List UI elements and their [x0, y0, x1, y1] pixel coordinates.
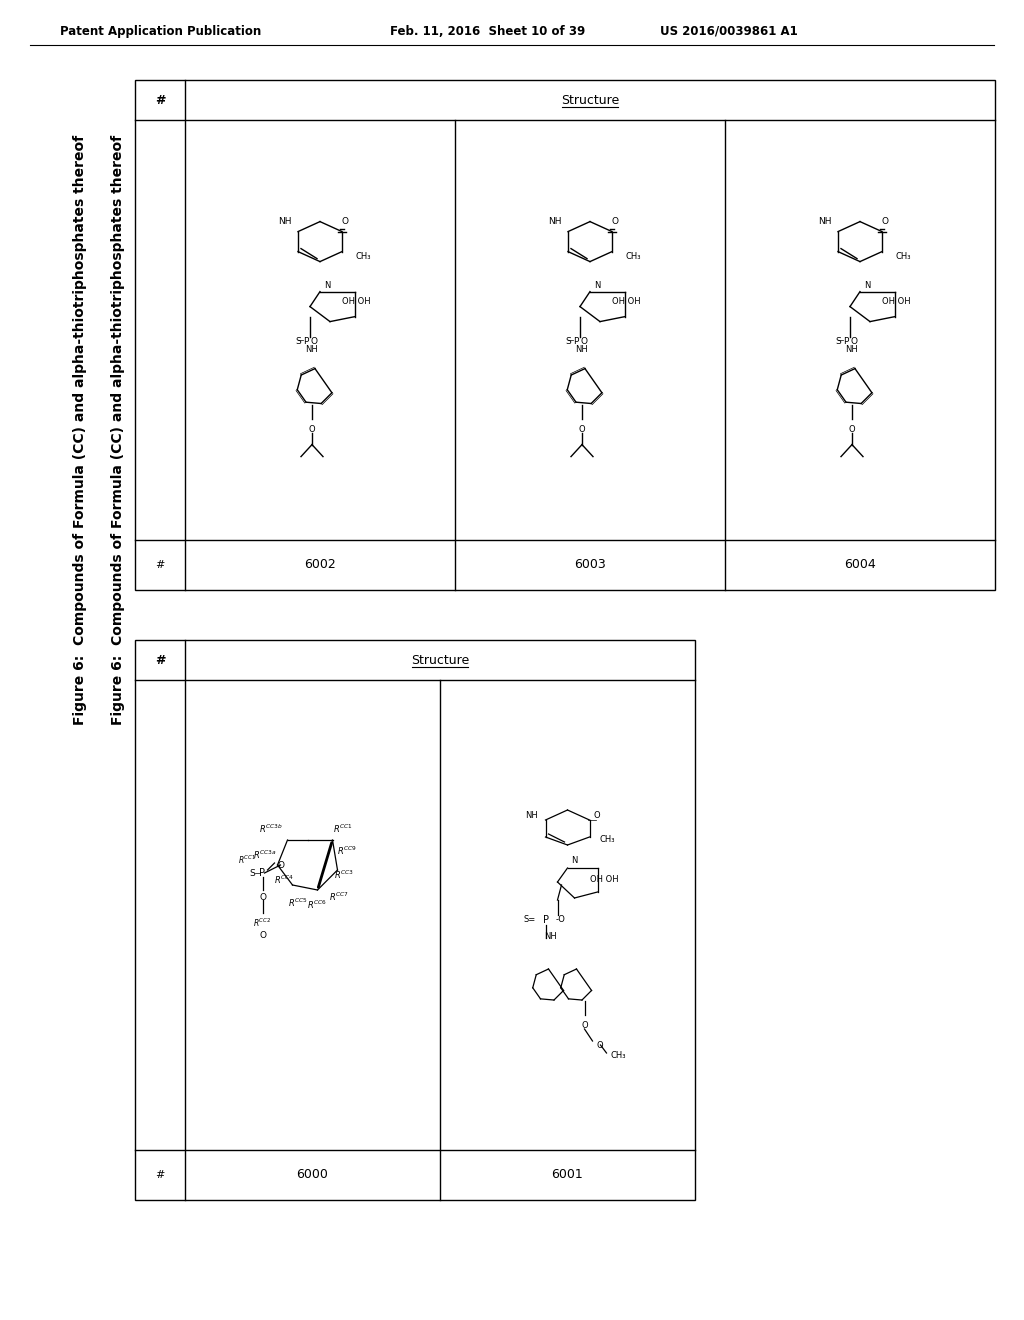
Text: $R^{CC6}$: $R^{CC6}$	[307, 899, 328, 911]
Text: P: P	[844, 337, 849, 346]
Text: $R^{CC2}$: $R^{CC2}$	[253, 917, 271, 929]
Text: NH: NH	[544, 932, 557, 941]
Text: 6004: 6004	[844, 558, 876, 572]
Text: US 2016/0039861 A1: US 2016/0039861 A1	[660, 25, 798, 38]
Text: S: S	[250, 869, 255, 878]
Text: 6001: 6001	[552, 1168, 584, 1181]
Text: CH₃: CH₃	[599, 836, 615, 845]
Text: Feb. 11, 2016  Sheet 10 of 39: Feb. 11, 2016 Sheet 10 of 39	[390, 25, 586, 38]
Text: O: O	[582, 1020, 588, 1030]
Text: N: N	[324, 281, 330, 289]
Text: OH OH: OH OH	[342, 297, 371, 306]
Text: O: O	[278, 861, 284, 870]
Text: CH₃: CH₃	[610, 1051, 626, 1060]
Text: 6000: 6000	[297, 1168, 329, 1181]
Text: $R^{CC4}$: $R^{CC4}$	[274, 874, 295, 886]
Text: O: O	[882, 216, 889, 226]
Text: O: O	[310, 337, 317, 346]
Text: #: #	[156, 560, 165, 570]
Text: P: P	[573, 337, 579, 346]
Text: O: O	[342, 216, 349, 226]
Text: CH₃: CH₃	[355, 252, 371, 261]
Text: Structure: Structure	[411, 653, 469, 667]
Text: NH: NH	[575, 345, 589, 354]
Text: NH: NH	[549, 216, 562, 226]
Text: #: #	[155, 94, 165, 107]
Text: OH OH: OH OH	[882, 297, 910, 306]
Text: $R^{CC5}$: $R^{CC5}$	[288, 896, 307, 909]
Text: P: P	[303, 337, 308, 346]
Text: -O: -O	[555, 916, 565, 924]
Text: OH OH: OH OH	[590, 875, 618, 884]
Text: O: O	[259, 894, 266, 902]
Text: N: N	[571, 855, 578, 865]
Text: N: N	[864, 281, 870, 289]
Text: S: S	[295, 337, 301, 346]
Text: #: #	[156, 1170, 165, 1180]
Text: P: P	[259, 869, 265, 878]
Text: $R^{CC3b}$: $R^{CC3b}$	[259, 822, 283, 836]
Text: O: O	[849, 425, 855, 433]
Text: CH₃: CH₃	[895, 252, 910, 261]
Text: NH: NH	[524, 810, 538, 820]
Text: $R^{CC7}$: $R^{CC7}$	[329, 891, 348, 903]
Text: S: S	[836, 337, 841, 346]
Text: $R^{CC9}$: $R^{CC9}$	[338, 845, 357, 857]
Text: NH: NH	[279, 216, 292, 226]
Text: Structure: Structure	[561, 94, 620, 107]
Text: $R^{CC1}$: $R^{CC1}$	[333, 822, 352, 836]
Text: Figure 6:  Compounds of Formula (CC) and alpha-thiotriphosphates thereof: Figure 6: Compounds of Formula (CC) and …	[111, 135, 125, 725]
Text: 6003: 6003	[574, 558, 606, 572]
Text: $R^{CC1}$: $R^{CC1}$	[239, 854, 256, 866]
Text: S: S	[565, 337, 570, 346]
Text: Patent Application Publication: Patent Application Publication	[60, 25, 261, 38]
Text: #: #	[155, 653, 165, 667]
Text: OH OH: OH OH	[612, 297, 641, 306]
Text: O: O	[579, 425, 586, 433]
Text: 6002: 6002	[304, 558, 336, 572]
Text: NH: NH	[818, 216, 831, 226]
Text: NH: NH	[305, 345, 318, 354]
Bar	[135, 640, 695, 1200]
Text: O: O	[308, 425, 315, 433]
Bar	[135, 81, 995, 590]
Text: O: O	[851, 337, 857, 346]
Text: N: N	[594, 281, 600, 289]
Text: Figure 6:  Compounds of Formula (CC) and alpha-thiotriphosphates thereof: Figure 6: Compounds of Formula (CC) and …	[73, 135, 87, 725]
Text: O: O	[612, 216, 618, 226]
Text: CH₃: CH₃	[625, 252, 640, 261]
Text: O: O	[259, 931, 266, 940]
Text: $R^{CC3a}$: $R^{CC3a}$	[253, 849, 276, 861]
Text: O: O	[597, 1040, 603, 1049]
Text: S=: S=	[523, 916, 536, 924]
Text: P: P	[543, 915, 549, 925]
Text: NH: NH	[846, 345, 858, 354]
Text: O: O	[594, 810, 600, 820]
Text: O: O	[581, 337, 588, 346]
Text: $R^{CC3}$: $R^{CC3}$	[335, 869, 354, 882]
